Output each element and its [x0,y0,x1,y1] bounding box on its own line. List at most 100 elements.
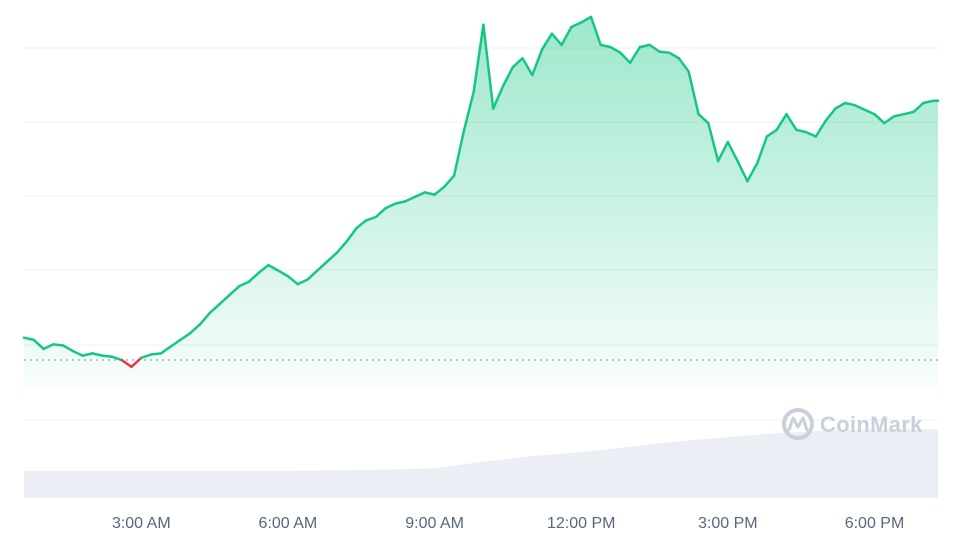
price-point[interactable] [823,118,829,124]
price-point[interactable] [725,139,731,145]
price-point[interactable] [529,72,535,78]
price-segment [100,354,114,358]
price-segment [286,274,299,286]
price-point[interactable] [520,55,526,61]
price-point[interactable] [451,173,457,179]
price-point[interactable] [314,268,320,274]
price-point[interactable] [862,107,868,113]
price-point[interactable] [119,357,125,363]
price-point[interactable] [412,194,418,200]
price-point[interactable] [935,98,941,104]
price-point[interactable] [236,283,242,289]
price-point[interactable] [50,341,56,347]
price-point[interactable] [793,127,799,133]
price-point[interactable] [246,279,252,285]
price-point[interactable] [813,134,819,140]
price-point[interactable] [334,250,340,256]
price-point[interactable] [187,330,193,336]
price-segment [443,174,456,189]
price-point[interactable] [666,50,672,56]
price-point[interactable] [744,178,750,184]
price-point[interactable] [764,134,770,140]
price-point[interactable] [705,120,711,126]
price-point[interactable] [60,343,66,349]
price-point[interactable] [393,201,399,207]
price-point[interactable] [109,354,115,360]
price-point[interactable] [832,106,838,112]
price-point[interactable] [207,310,213,316]
price-point[interactable] [774,127,780,133]
price-point[interactable] [129,364,135,370]
price-point[interactable] [598,42,604,48]
price-segment [912,101,925,114]
price-point[interactable] [696,111,702,117]
price-point[interactable] [265,262,271,268]
price-point[interactable] [422,189,428,195]
price-point[interactable] [500,83,506,89]
price-point[interactable] [432,192,438,198]
price-point[interactable] [197,321,203,327]
price-point[interactable] [70,348,76,354]
price-point[interactable] [344,239,350,245]
price-point[interactable] [383,205,389,211]
price-point[interactable] [627,60,633,66]
price-point[interactable] [891,113,897,119]
price-point[interactable] [226,292,232,298]
price-point[interactable] [41,346,47,352]
price-point[interactable] [842,100,848,106]
price-point[interactable] [177,337,183,343]
price-point[interactable] [402,198,408,204]
price-point[interactable] [363,217,369,223]
price-point[interactable] [872,111,878,117]
price-point[interactable] [441,184,447,190]
price-point[interactable] [256,270,262,276]
price-point[interactable] [285,273,291,279]
price-point[interactable] [168,344,174,350]
price-point[interactable] [99,353,105,359]
price-point[interactable] [80,353,86,359]
price-point[interactable] [353,225,359,231]
price-point[interactable] [510,64,516,70]
price-point[interactable] [784,111,790,117]
price-point[interactable] [158,350,164,356]
price-line [22,15,940,369]
price-point[interactable] [305,277,311,283]
price-point[interactable] [559,42,565,48]
price-point[interactable] [881,120,887,126]
price-segment [667,51,681,60]
price-point[interactable] [373,214,379,220]
price-point[interactable] [461,128,467,134]
price-point[interactable] [911,109,917,115]
price-point[interactable] [754,160,760,166]
price-point[interactable] [637,44,643,50]
price-point[interactable] [803,129,809,135]
price-point[interactable] [89,350,95,356]
price-point[interactable] [539,46,545,52]
price-point[interactable] [715,158,721,164]
price-point[interactable] [568,24,574,30]
price-point[interactable] [901,111,907,117]
price-point[interactable] [608,44,614,50]
price-point[interactable] [148,352,154,358]
price-point[interactable] [324,259,330,265]
price-point[interactable] [920,100,926,106]
price-point[interactable] [686,69,692,75]
price-point[interactable] [490,106,496,112]
price-point[interactable] [31,337,37,343]
price-point[interactable] [578,20,584,26]
price-point[interactable] [735,158,741,164]
price-point[interactable] [549,31,555,37]
price-point[interactable] [217,301,223,307]
price-point[interactable] [295,281,301,287]
price-point[interactable] [138,355,144,361]
price-point[interactable] [676,55,682,61]
price-point[interactable] [275,268,281,274]
price-point[interactable] [471,89,477,95]
price-point[interactable] [617,50,623,56]
price-point[interactable] [647,42,653,48]
price-point[interactable] [656,49,662,55]
price-point[interactable] [588,14,594,20]
price-point[interactable] [480,22,486,28]
price-point[interactable] [852,102,858,108]
price-point[interactable] [21,335,27,341]
